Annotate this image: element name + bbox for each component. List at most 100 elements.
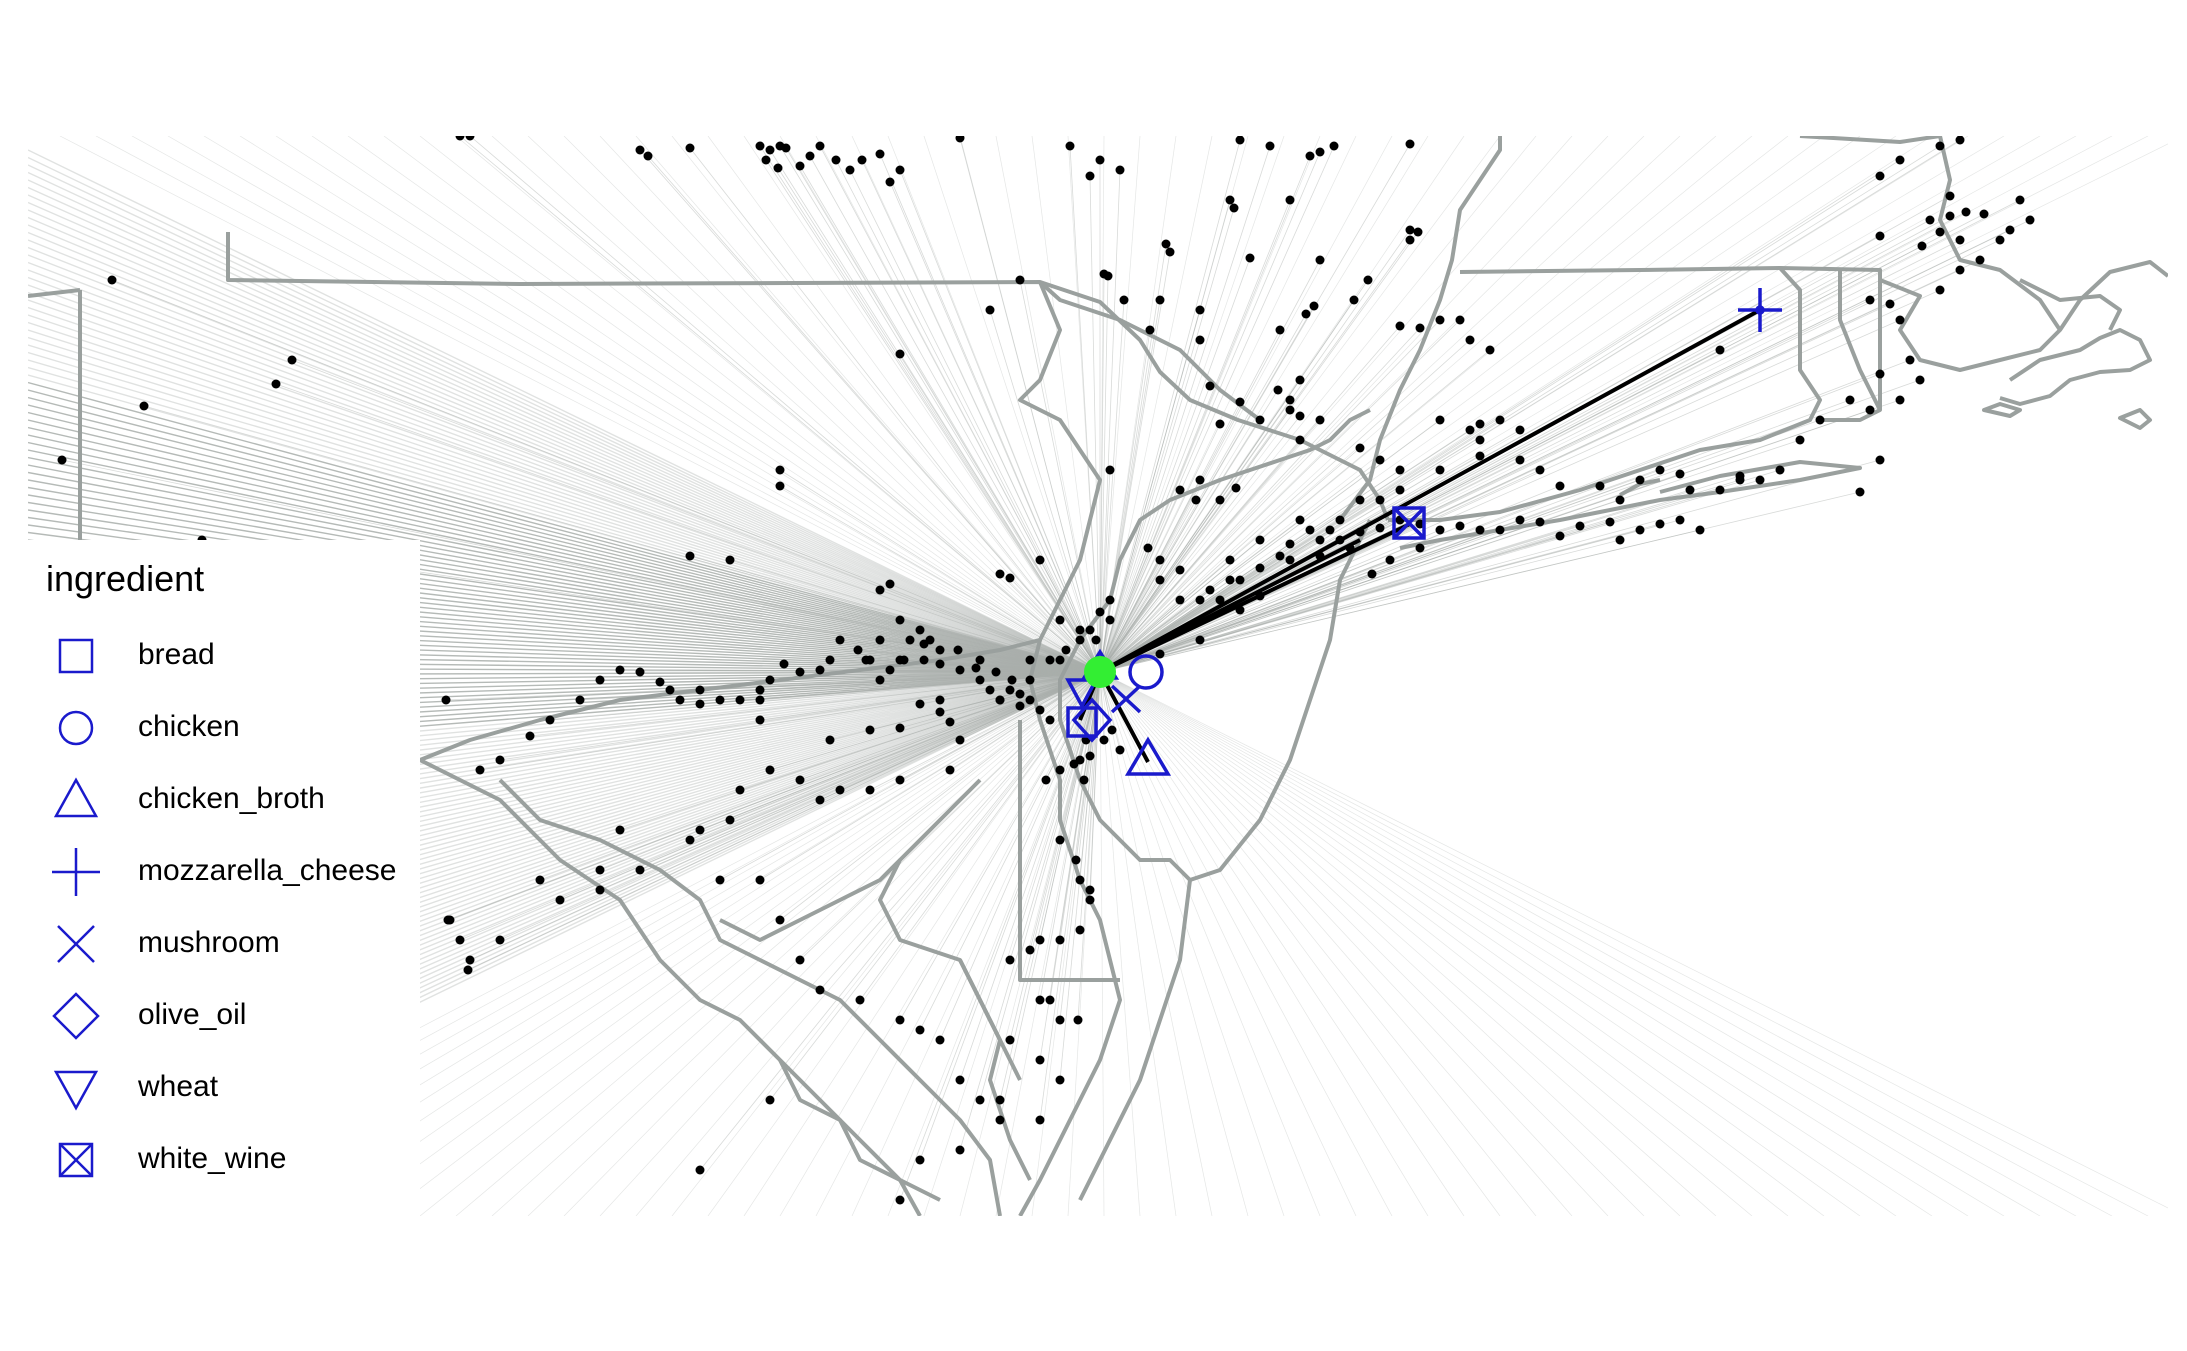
fan-line bbox=[1099, 299, 1161, 673]
supplier-point bbox=[815, 141, 825, 151]
supplier-point bbox=[1555, 481, 1565, 491]
supplier-point bbox=[1025, 945, 1035, 955]
supplier-point bbox=[1075, 755, 1085, 765]
fan-line bbox=[1099, 299, 1355, 673]
legend-label: mozzarella_cheese bbox=[138, 854, 397, 887]
fan-line bbox=[1099, 136, 2041, 673]
supplier-point bbox=[855, 995, 865, 1005]
fan-line bbox=[829, 671, 1101, 741]
fan-line bbox=[1099, 529, 1701, 673]
supplier-point bbox=[1235, 136, 1245, 145]
fan-line bbox=[1099, 459, 1381, 673]
fan-line bbox=[28, 344, 1101, 673]
supplier-point bbox=[1955, 136, 1965, 145]
supplier-point bbox=[991, 667, 1001, 677]
fan-line bbox=[1099, 671, 1213, 1216]
fan-line bbox=[311, 671, 1101, 1216]
fan-line bbox=[1099, 519, 1681, 673]
fan-line bbox=[835, 159, 1101, 673]
supplier-point bbox=[1925, 215, 1935, 225]
state-border bbox=[2019, 278, 2122, 331]
fan-line bbox=[1099, 459, 1881, 673]
fan-line bbox=[28, 276, 1101, 673]
supplier-point bbox=[1435, 525, 1445, 535]
fan-line bbox=[1099, 136, 1141, 673]
supplier-point bbox=[443, 915, 453, 925]
supplier-point bbox=[1215, 419, 1225, 429]
legend-label: mushroom bbox=[138, 926, 280, 959]
supplier-point bbox=[1363, 275, 1373, 285]
supplier-point bbox=[665, 685, 675, 695]
state-border bbox=[1838, 270, 1882, 411]
supplier-point bbox=[675, 695, 685, 705]
fan-line bbox=[1099, 529, 1501, 673]
fan-line bbox=[1099, 419, 1501, 673]
supplier-point bbox=[1215, 595, 1225, 605]
supplier-point bbox=[1105, 615, 1115, 625]
state-border bbox=[719, 858, 902, 942]
wheat-marker bbox=[1065, 678, 1099, 710]
supplier-point bbox=[1415, 323, 1425, 333]
supplier-point bbox=[755, 715, 765, 725]
supplier-point bbox=[1055, 835, 1065, 845]
supplier-point bbox=[935, 1035, 945, 1045]
fan-line bbox=[1099, 136, 1321, 673]
fan-line bbox=[1099, 136, 1537, 673]
supplier-point bbox=[1175, 595, 1185, 605]
fan-line bbox=[1099, 139, 1961, 673]
fan-line bbox=[599, 671, 1101, 1216]
supplier-point bbox=[1035, 995, 1045, 1005]
fan-line bbox=[467, 671, 1101, 971]
supplier-point bbox=[825, 735, 835, 745]
supplier-point bbox=[1735, 471, 1745, 481]
fan-line bbox=[1099, 401, 1241, 673]
fan-line bbox=[59, 136, 1101, 673]
state-border bbox=[1999, 328, 2152, 406]
supplier-point bbox=[1961, 207, 1971, 217]
supplier-point bbox=[1055, 765, 1065, 775]
supplier-point bbox=[995, 695, 1005, 705]
ingredient-markers bbox=[1065, 288, 1782, 776]
supplier-point bbox=[1025, 675, 1035, 685]
fan-line bbox=[1099, 559, 1161, 673]
supplier-point bbox=[1095, 607, 1105, 617]
supplier-point bbox=[695, 699, 705, 709]
fan-line bbox=[1099, 499, 1221, 673]
supplier-point bbox=[1041, 775, 1051, 785]
supplier-point bbox=[463, 965, 473, 975]
fan-line bbox=[1099, 485, 1561, 673]
supplier-point bbox=[1255, 563, 1265, 573]
supplier-point bbox=[945, 765, 955, 775]
supplier-point bbox=[1073, 1015, 1083, 1025]
supplier-point bbox=[1355, 443, 1365, 453]
fan-line bbox=[949, 671, 1101, 771]
fan-line bbox=[1099, 151, 1321, 673]
fan-line bbox=[143, 405, 1101, 673]
chicken-broth-marker bbox=[1124, 736, 1172, 776]
supplier-point bbox=[1895, 395, 1905, 405]
state-border bbox=[1078, 879, 1192, 1201]
supplier-point bbox=[1795, 435, 1805, 445]
fan-line bbox=[1099, 559, 1231, 673]
supplier-point bbox=[1975, 255, 1985, 265]
fan-line bbox=[1039, 559, 1101, 673]
supplier-point bbox=[1375, 495, 1385, 505]
supplier-point bbox=[915, 1155, 925, 1165]
supplier-point bbox=[1405, 235, 1415, 245]
fan-line bbox=[1099, 136, 1213, 673]
fan-line bbox=[239, 136, 1101, 673]
supplier-point bbox=[1455, 521, 1465, 531]
fan-line bbox=[28, 471, 1101, 673]
supplier-point bbox=[1005, 573, 1015, 583]
supplier-point bbox=[1005, 685, 1015, 695]
fan-line bbox=[28, 366, 1101, 673]
supplier-point bbox=[895, 775, 905, 785]
supplier-point bbox=[1515, 515, 1525, 525]
supplier-point bbox=[575, 695, 585, 705]
supplier-point bbox=[1465, 425, 1475, 435]
supplier-point bbox=[725, 815, 735, 825]
fan-line bbox=[1099, 489, 1181, 673]
fan-line bbox=[1031, 136, 1101, 673]
supplier-point bbox=[1535, 465, 1545, 475]
supplier-point bbox=[781, 143, 791, 153]
